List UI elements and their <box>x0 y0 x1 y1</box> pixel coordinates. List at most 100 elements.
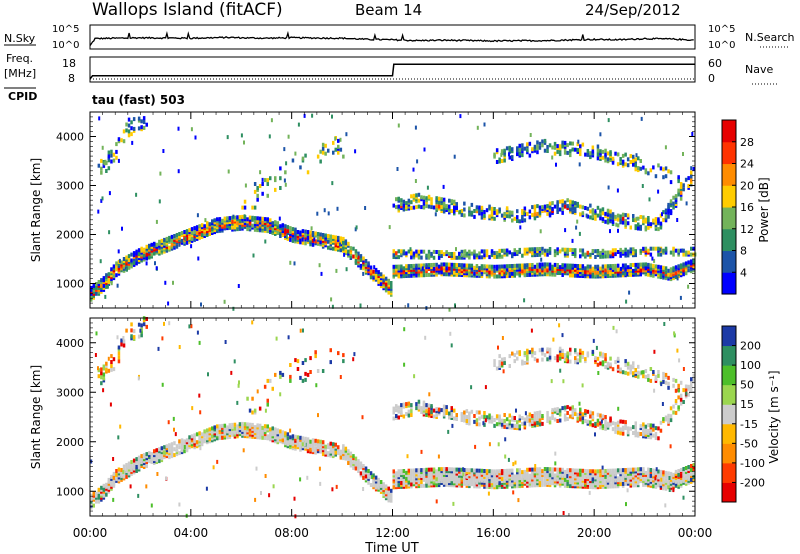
heatmap-cell <box>629 364 632 369</box>
nsearch-label: N.Search <box>745 31 795 44</box>
heatmap-cell <box>563 140 567 145</box>
heatmap-cell <box>155 219 158 224</box>
heatmap-cell <box>410 194 413 199</box>
heatmap-cell <box>616 188 619 193</box>
heatmap-cell <box>283 147 286 152</box>
heatmap-cell <box>528 473 532 478</box>
heatmap-cell <box>546 211 549 216</box>
heatmap-cell <box>584 206 587 210</box>
heatmap-cell <box>657 370 660 374</box>
heatmap-cell <box>662 167 665 172</box>
heatmap-cell <box>142 125 146 130</box>
heatmap-cell <box>97 493 101 498</box>
y-tick-label: 4000 <box>56 131 84 144</box>
heatmap-cell <box>450 209 453 213</box>
heatmap-cell <box>442 404 446 409</box>
heatmap-cell <box>667 272 670 277</box>
heatmap-cell <box>628 290 631 295</box>
cpid-label: CPID <box>8 90 37 103</box>
heatmap-cell <box>319 236 322 241</box>
heatmap-cell <box>682 252 685 257</box>
heatmap-cell <box>359 303 362 308</box>
heatmap-cell <box>576 416 579 421</box>
heatmap-cell <box>256 193 259 198</box>
heatmap-cell <box>649 267 653 272</box>
heatmap-cell <box>493 152 496 157</box>
heatmap-cell <box>561 140 564 145</box>
heatmap-cell <box>131 140 134 145</box>
heatmap-cell <box>664 266 668 271</box>
heatmap-cell <box>518 247 521 252</box>
heatmap-cell <box>415 193 418 198</box>
heatmap-cell <box>511 210 514 215</box>
heatmap-cell <box>101 145 104 150</box>
heatmap-cell <box>412 263 416 268</box>
heatmap-cell <box>505 417 509 422</box>
heatmap-cell <box>505 264 509 269</box>
heatmap-cell <box>639 248 642 253</box>
heatmap-cell <box>679 185 683 189</box>
heatmap-cell <box>337 445 340 450</box>
heatmap-cell <box>475 253 479 258</box>
heatmap-cell <box>458 467 461 472</box>
heatmap-cell <box>576 468 579 473</box>
heatmap-cell <box>285 234 288 239</box>
heatmap-cell <box>538 268 542 273</box>
heatmap-cell <box>679 182 683 186</box>
heatmap-cell <box>420 249 423 254</box>
heatmap-cell <box>478 266 481 271</box>
heatmap-cell <box>299 435 302 440</box>
heatmap-cell <box>112 264 116 269</box>
heatmap-cell <box>321 440 325 445</box>
heatmap-cell <box>505 268 509 273</box>
heatmap-cell <box>231 219 234 224</box>
heatmap-cell <box>127 461 131 466</box>
heatmap-cell <box>586 214 590 219</box>
heatmap-cell <box>521 359 524 364</box>
heatmap-cell <box>518 350 521 355</box>
heatmap-cell <box>662 371 665 376</box>
heatmap-cell <box>637 222 640 227</box>
heatmap-cell <box>551 145 554 150</box>
heatmap-cell <box>493 423 496 428</box>
heatmap-cell <box>316 211 319 216</box>
heatmap-cell <box>430 205 433 210</box>
heatmap-cell <box>543 478 547 483</box>
heatmap-cell <box>140 454 143 459</box>
heatmap-cell <box>662 218 665 222</box>
heatmap-cell <box>226 216 229 221</box>
heatmap-cell <box>676 218 679 222</box>
heatmap-cell <box>531 212 534 217</box>
heatmap-cell <box>632 214 635 218</box>
heatmap-cell <box>103 161 106 166</box>
heatmap-cell <box>266 217 269 222</box>
heatmap-cell <box>158 239 161 244</box>
heatmap-cell <box>435 266 438 271</box>
heatmap-cell <box>652 246 655 251</box>
heatmap-cell <box>390 281 393 285</box>
heatmap-cell <box>243 140 245 145</box>
heatmap-cell <box>236 221 239 226</box>
heatmap-cell <box>516 424 519 429</box>
heatmap-cell <box>571 200 574 205</box>
heatmap-cell <box>498 354 501 359</box>
heatmap-cell <box>511 423 514 428</box>
heatmap-cell <box>117 158 120 163</box>
heatmap-cell <box>576 264 579 268</box>
heatmap-cell <box>546 357 549 362</box>
heatmap-cell <box>110 149 113 154</box>
heatmap-cell <box>508 480 511 485</box>
heatmap-cell <box>546 262 549 267</box>
heatmap-cell <box>397 196 400 201</box>
heatmap-cell <box>644 262 648 267</box>
heatmap-cell <box>130 120 133 125</box>
heatmap-cell <box>518 219 521 224</box>
heatmap-cell <box>488 204 491 209</box>
heatmap-cell <box>99 259 102 264</box>
heatmap-cell <box>652 423 655 428</box>
heatmap-cell <box>437 264 441 269</box>
heatmap-cell <box>586 409 590 414</box>
heatmap-cell <box>599 250 602 255</box>
heatmap-cell <box>546 145 549 149</box>
heatmap-cell <box>279 429 282 434</box>
